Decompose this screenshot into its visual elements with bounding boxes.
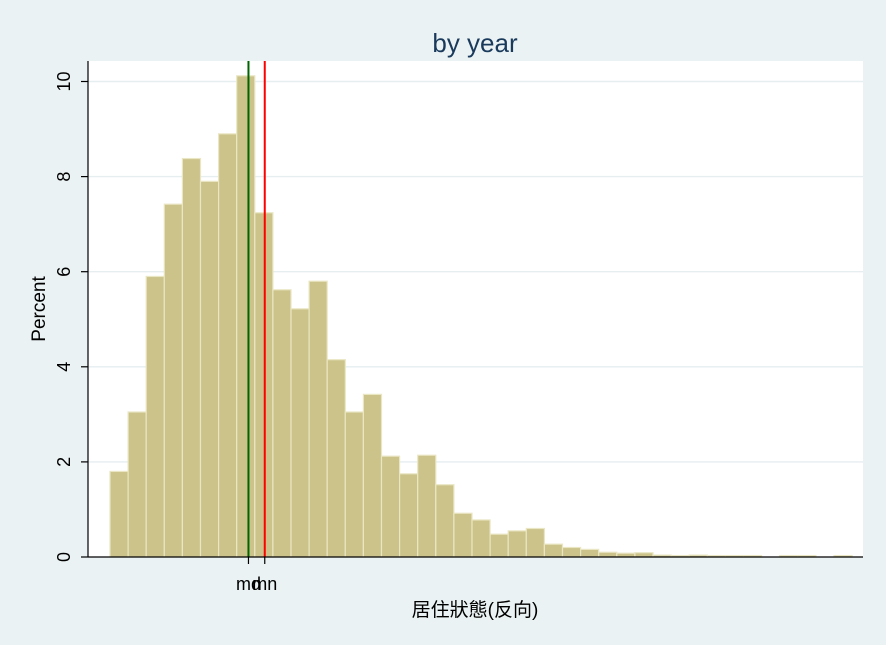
histogram-bar — [272, 289, 292, 558]
chart-title: by year — [432, 28, 518, 58]
histogram-bar — [380, 455, 401, 558]
x-axis-title: 居住狀態(反向) — [412, 599, 539, 621]
y-ticks: 0 2 4 6 8 10 — [54, 71, 88, 562]
y-tick-label: 0 — [54, 552, 74, 562]
histogram-bar — [218, 133, 238, 558]
histogram-bar — [417, 454, 437, 558]
histogram-bar — [199, 180, 220, 558]
histogram-bar — [163, 203, 184, 558]
histogram-bar — [453, 512, 473, 558]
histogram-bar — [435, 484, 455, 558]
histogram-bar — [525, 527, 545, 558]
histogram-bar — [344, 411, 364, 558]
histogram-bar — [290, 308, 310, 558]
histogram-bar — [308, 280, 328, 558]
histogram-bar — [579, 548, 600, 558]
histogram-bar — [507, 530, 527, 558]
histogram-bar — [543, 543, 564, 558]
histogram-bar — [561, 546, 582, 558]
histogram-bar — [598, 551, 618, 558]
y-tick-label: 8 — [54, 172, 74, 182]
reference-lines — [247, 61, 266, 557]
histogram-bar — [489, 533, 509, 558]
histogram-bar — [326, 359, 346, 558]
histogram-bar — [127, 411, 147, 558]
histogram-bar — [471, 519, 491, 558]
histogram-bar — [399, 473, 419, 558]
y-tick-label: 4 — [54, 362, 74, 372]
x-tick-label-mn: mn — [252, 574, 277, 594]
y-axis-title: Percent — [29, 276, 50, 342]
y-tick-label: 6 — [54, 267, 74, 277]
histogram-bar — [145, 275, 165, 558]
histogram-bar — [634, 552, 654, 558]
histogram-bar — [181, 157, 202, 558]
histogram-bar — [236, 75, 256, 558]
y-tick-label: 2 — [54, 457, 74, 467]
histogram-bar — [109, 470, 129, 558]
y-tick-label: 10 — [54, 71, 74, 91]
x-tick-label-md: md — [236, 574, 261, 594]
histogram-bar — [362, 393, 383, 558]
